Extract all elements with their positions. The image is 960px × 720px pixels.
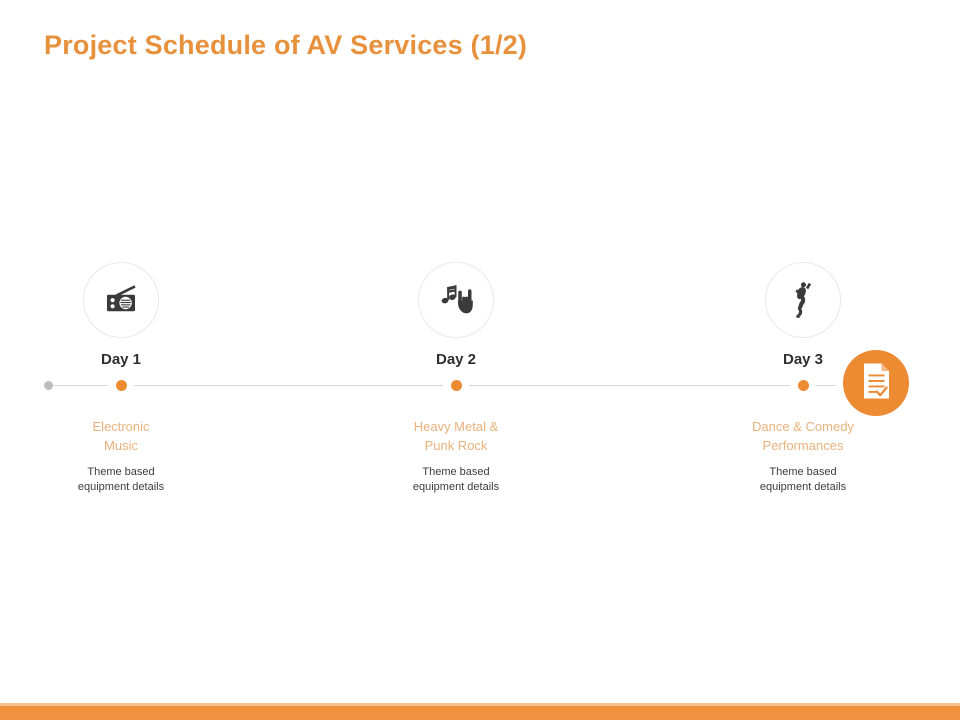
timeline-node-day-1[interactable]: [108, 372, 134, 398]
timeline-node-day-3[interactable]: [790, 372, 816, 398]
timeline-node-dot: [115, 379, 127, 391]
bottom-accent-line: [0, 703, 960, 706]
timeline-milestone-day-3[interactable]: Day 3 Dance & Comedy Performances Theme …: [703, 240, 903, 493]
day-label: Day 2: [435, 351, 477, 368]
milestone-desc-line-1: Theme based: [87, 466, 155, 478]
dancer-icon-circle: [765, 262, 841, 338]
music-rock-hand-icon-circle: [418, 262, 494, 338]
milestone-description: Theme based equipment details: [21, 465, 221, 495]
milestone-title: Heavy Metal & Punk Rock: [356, 418, 556, 456]
milestone-title-line-2: Music: [104, 437, 138, 453]
music-rock-hand-icon: [436, 282, 476, 318]
radio-icon: [101, 282, 141, 318]
timeline-end-badge[interactable]: [843, 350, 909, 416]
milestone-title-line-1: Electronic: [92, 419, 150, 434]
milestone-desc-line-2: equipment details: [759, 480, 847, 493]
bottom-accent-bar: [0, 706, 960, 720]
timeline-node-dot: [450, 379, 462, 391]
milestone-title: Electronic Music: [21, 418, 221, 456]
radio-icon-circle: [83, 262, 159, 338]
milestone-description: Theme based equipment details: [703, 465, 903, 495]
timeline-node-dot: [797, 379, 809, 391]
timeline: Day 1 Electronic Music Theme based equip…: [0, 240, 960, 510]
timeline-milestone-day-2[interactable]: Day 2 Heavy Metal & Punk Rock Theme base…: [356, 240, 556, 493]
milestone-title-line-2: Performances: [762, 437, 844, 453]
milestone-title-line-1: Heavy Metal &: [413, 419, 499, 434]
milestone-desc-line-1: Theme based: [422, 466, 490, 478]
milestone-desc-line-2: equipment details: [412, 480, 500, 493]
milestone-desc-line-1: Theme based: [769, 466, 837, 478]
milestone-title-line-2: Punk Rock: [424, 437, 488, 453]
day-label: Day 3: [782, 351, 824, 368]
document-checklist-icon: [860, 362, 892, 405]
timeline-milestone-day-1[interactable]: Day 1 Electronic Music Theme based equip…: [21, 240, 221, 493]
timeline-start-dot: [44, 381, 53, 390]
day-label: Day 1: [100, 351, 142, 368]
milestone-title-line-1: Dance & Comedy: [752, 419, 854, 434]
milestone-desc-line-2: equipment details: [77, 480, 165, 493]
dancer-icon: [786, 280, 820, 320]
timeline-axis-line: [46, 385, 836, 386]
timeline-node-day-2[interactable]: [443, 372, 469, 398]
page-title: Project Schedule of AV Services (1/2): [44, 30, 528, 60]
milestone-description: Theme based equipment details: [356, 465, 556, 495]
milestone-title: Dance & Comedy Performances: [703, 418, 903, 456]
